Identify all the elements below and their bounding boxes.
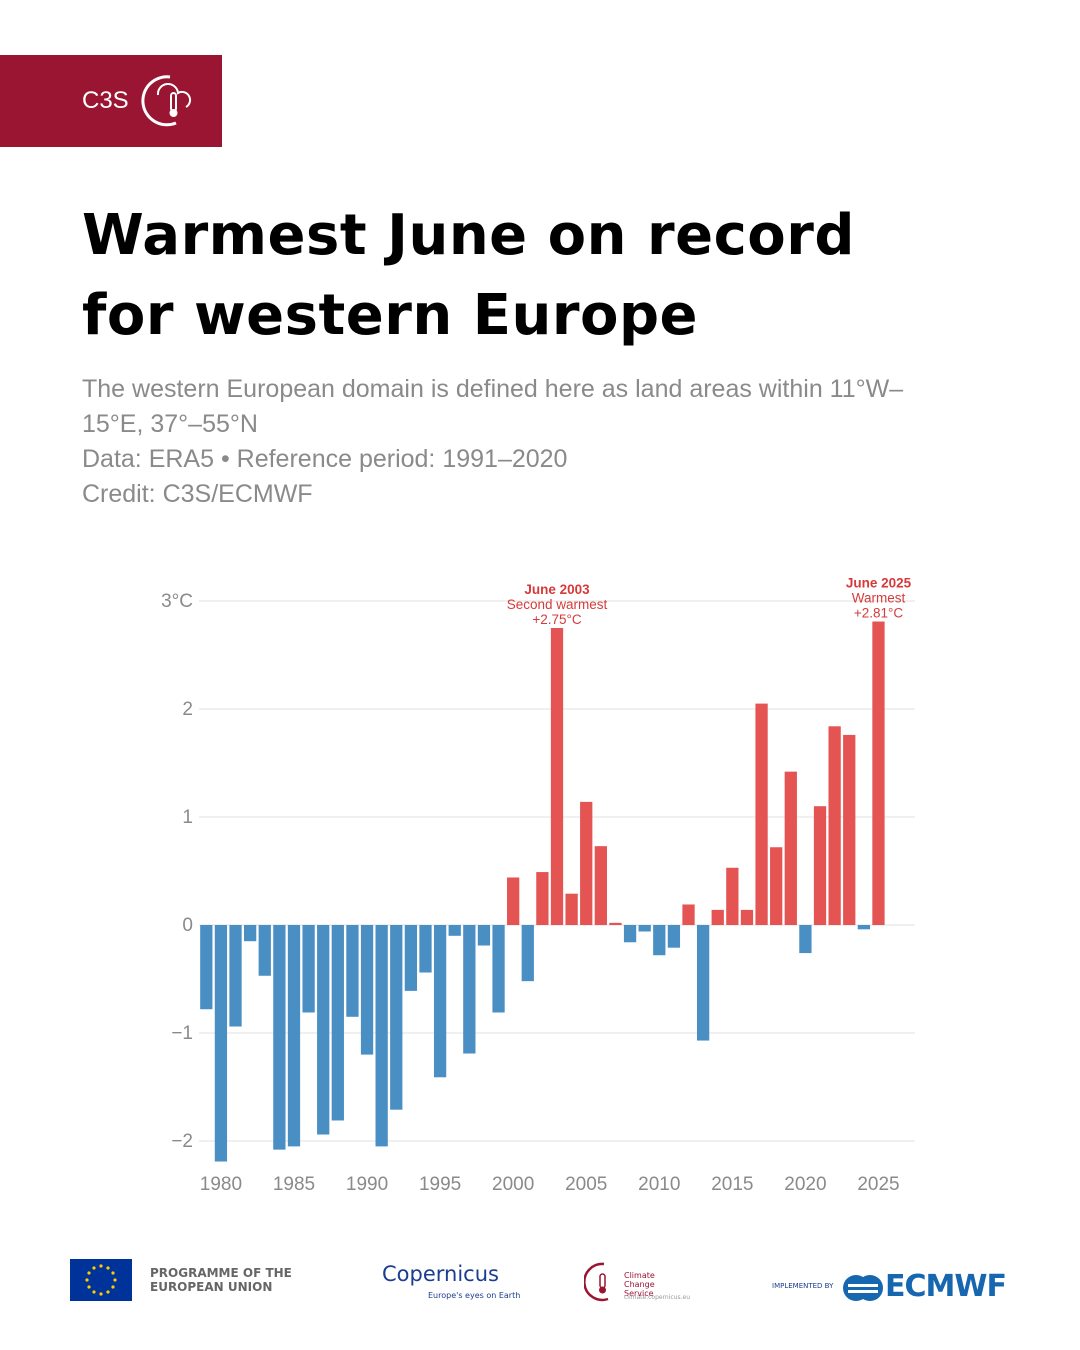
bar [317, 925, 330, 1135]
bar [667, 925, 681, 948]
bar [419, 925, 432, 973]
x-tick-label: 1980 [200, 1174, 242, 1195]
subtitle: The western European domain is defined h… [82, 375, 904, 438]
bar [390, 925, 403, 1110]
bar [682, 904, 695, 925]
bar [653, 925, 666, 956]
bar [638, 925, 651, 932]
bar [287, 925, 301, 1147]
bar [404, 925, 418, 991]
y-tick-label: 1 [182, 807, 193, 828]
bar [623, 925, 637, 943]
x-tick-label: 1990 [346, 1174, 388, 1195]
bar [799, 925, 812, 954]
eu-label: PROGRAMME OF THE EUROPEAN UNION [150, 1266, 292, 1294]
c3s-label: Climate Change Service [624, 1271, 655, 1298]
bar [273, 925, 286, 1150]
bar [740, 909, 754, 925]
ecmwf-icon [843, 1275, 883, 1301]
c3s-url: climate.copernicus.eu [624, 1294, 691, 1301]
bar [229, 925, 242, 1027]
annotation: June 2003 [524, 582, 590, 597]
x-tick-label: 2015 [711, 1174, 753, 1195]
annotation: Warmest [852, 591, 906, 606]
bar [331, 925, 344, 1121]
eu-flag [70, 1259, 132, 1301]
bar [463, 925, 476, 1054]
brand-icon [141, 75, 192, 127]
bar [726, 867, 739, 925]
bar [755, 703, 768, 925]
bar [813, 806, 827, 925]
bar [770, 847, 783, 925]
bar [536, 872, 549, 925]
bar [857, 925, 870, 930]
bar [214, 925, 228, 1162]
y-tick-label: −2 [171, 1131, 193, 1152]
bar [258, 925, 271, 976]
brand-label: C3S [82, 87, 129, 114]
bar [477, 925, 491, 946]
bar [828, 726, 841, 925]
y-tick-label: 0 [182, 915, 193, 936]
bar [433, 925, 447, 1078]
bar [492, 925, 505, 1013]
bar [565, 893, 578, 925]
brand-banner: C3S [0, 55, 222, 147]
x-tick-label: 2010 [638, 1174, 680, 1195]
annotation: +2.81°C [854, 606, 904, 621]
bar [302, 925, 315, 1013]
copernicus-tagline: Europe's eyes on Earth [428, 1291, 521, 1300]
bar [360, 925, 374, 1055]
ecmwf-label: ECMWF [885, 1269, 1007, 1304]
x-tick-label: 2025 [857, 1174, 899, 1195]
bar [448, 925, 461, 936]
bar [346, 925, 359, 1017]
c3s-icon [584, 1262, 609, 1302]
bar [711, 909, 724, 925]
source: Data: ERA5 • Reference period: 1991–2020 [82, 445, 568, 473]
bar [872, 621, 885, 925]
bar [375, 925, 388, 1147]
x-tick-label: 1995 [419, 1174, 461, 1195]
implemented-label: IMPLEMENTED BY [772, 1282, 834, 1290]
bar [696, 925, 710, 1041]
bar [594, 846, 607, 925]
bar [200, 925, 213, 1010]
x-tick-label: 1985 [273, 1174, 315, 1195]
bar [244, 925, 257, 942]
bar [580, 801, 593, 925]
bar [843, 734, 856, 925]
bar [609, 922, 622, 925]
annotation: +2.75°C [532, 612, 582, 627]
x-tick-label: 2005 [565, 1174, 607, 1195]
x-tick-label: 2020 [784, 1174, 826, 1195]
bar [784, 771, 797, 925]
y-tick-label: 2 [182, 699, 193, 720]
bar [550, 628, 564, 925]
annotation: June 2025 [846, 576, 912, 591]
y-tick-label: −1 [171, 1023, 193, 1044]
annotation: Second warmest [507, 597, 608, 612]
chart: −2 −1 0 1 2 3°C 1980 1985 1990 1995 2000 2005 2010 20… [161, 576, 915, 1195]
copernicus-label: Copernicus [382, 1262, 499, 1286]
credit: Credit: C3S/ECMWF [82, 480, 313, 508]
x-tick-label: 2000 [492, 1174, 534, 1195]
title: Warmest June on record for western Europ… [82, 203, 855, 348]
bar [521, 925, 534, 982]
bar [507, 877, 520, 925]
y-tick-label: 3°C [161, 591, 193, 612]
